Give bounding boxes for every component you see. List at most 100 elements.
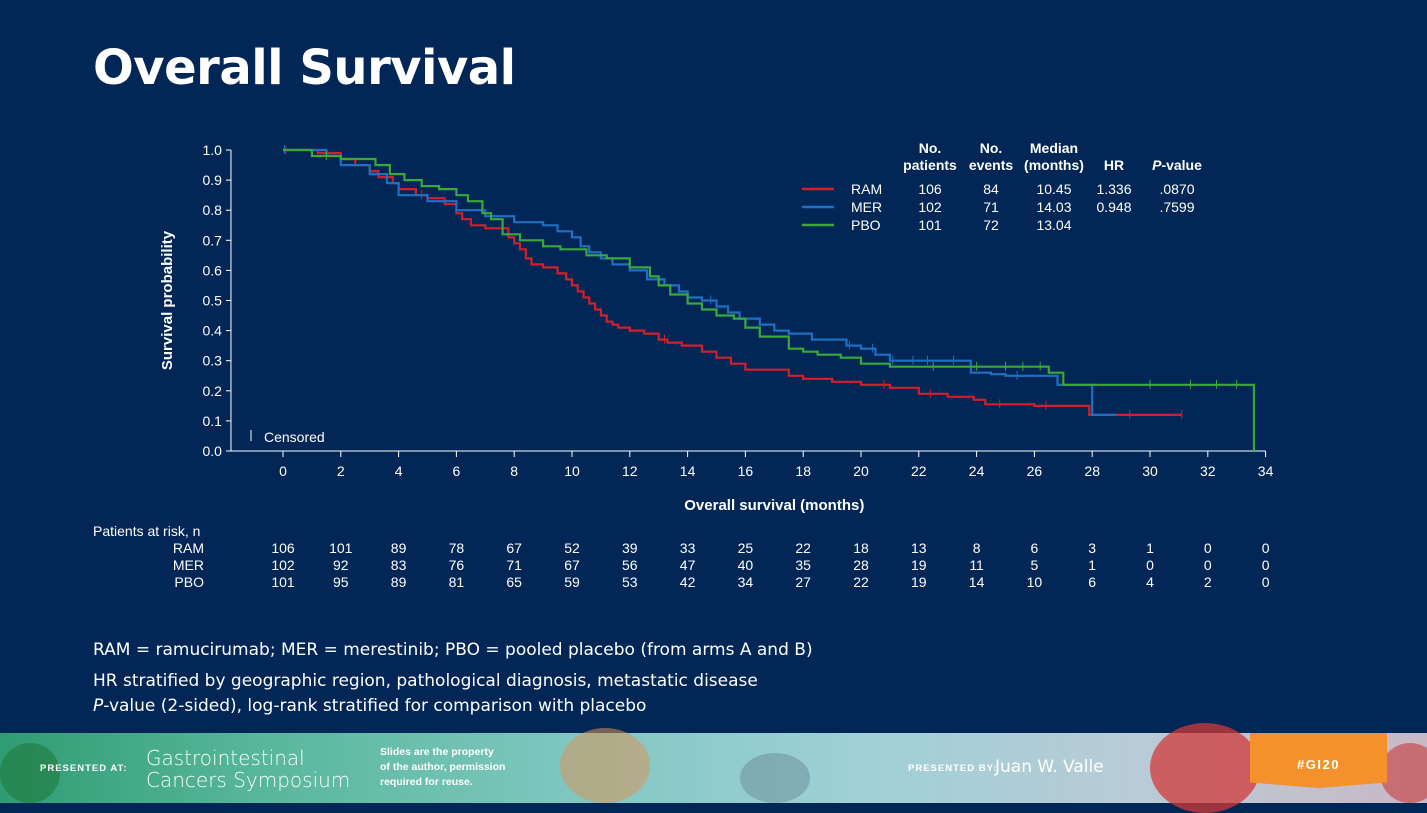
stats-median: 10.45 [1036, 181, 1071, 197]
y-tick-label: 1.0 [203, 142, 223, 158]
x-tick-label: 0 [279, 463, 287, 479]
risk-cell: 81 [448, 574, 465, 590]
stats-patients: 102 [918, 199, 942, 215]
kaplan-meier-chart: 0.00.10.20.30.40.50.60.70.80.91.00 2 4 6 8 10… [159, 140, 1274, 514]
risk-cell: 18 [853, 540, 869, 556]
stats-median: 14.03 [1036, 199, 1071, 215]
symposium-logo: Gastrointestinal Cancers Symposium [146, 746, 351, 792]
stats-pvalue: .7599 [1159, 199, 1194, 215]
risk-cell: 76 [448, 557, 465, 573]
risk-cell: 0 [1261, 540, 1270, 556]
hashtag-badge: #GI20 [1250, 733, 1387, 788]
x-tick-label: 14 [680, 463, 696, 479]
risk-cell: 42 [679, 574, 696, 590]
risk-cell: 19 [911, 574, 927, 590]
x-tick-label: 22 [911, 463, 927, 479]
risk-cell: 106 [271, 540, 295, 556]
risk-cell: 27 [795, 574, 811, 590]
y-tick-label: 0.2 [203, 383, 223, 399]
stats-header: (months) [1024, 157, 1084, 173]
x-tick-label: 28 [1084, 463, 1100, 479]
legend-label: RAM [851, 181, 882, 197]
risk-cell: 33 [679, 540, 696, 556]
censored-legend-label: Censored [264, 429, 325, 445]
stats-pvalue: .0870 [1159, 181, 1194, 197]
risk-cell: 0 [1261, 574, 1270, 590]
risk-cell: 52 [564, 540, 580, 556]
risk-cell: 6 [1030, 540, 1039, 556]
x-tick-label: 10 [564, 463, 580, 479]
risk-cell: 0 [1203, 557, 1212, 573]
risk-cell: 11 [969, 557, 984, 573]
x-tick-label: 20 [853, 463, 869, 479]
x-tick-label: 8 [510, 463, 518, 479]
risk-cell: 101 [329, 540, 353, 556]
y-tick-label: 0.4 [203, 323, 223, 339]
x-tick-label: 18 [795, 463, 811, 479]
risk-cell: 92 [333, 557, 349, 573]
risk-table-title: Patients at risk, n [93, 523, 201, 539]
y-tick-label: 0.5 [203, 293, 223, 309]
km-curve-pbo [283, 148, 1256, 451]
x-tick-label: 16 [738, 463, 754, 479]
risk-cell: 8 [972, 540, 981, 556]
x-axis-title: Overall survival (months) [684, 497, 864, 514]
footnote-hr: HR stratified by geographic region, path… [93, 671, 758, 691]
x-tick-label: 34 [1258, 463, 1274, 479]
stats-hr: 1.336 [1096, 181, 1131, 197]
risk-cell: 83 [390, 557, 407, 573]
risk-cell: 1 [1088, 557, 1097, 573]
risk-cell: 71 [506, 557, 522, 573]
risk-row-label: MER [172, 557, 204, 573]
risk-cell: 89 [390, 540, 407, 556]
presented-at-label: PRESENTED AT: [40, 763, 128, 774]
x-tick-label: 30 [1142, 463, 1158, 479]
y-tick-label: 0.8 [203, 202, 223, 218]
stats-header: patients [903, 157, 957, 173]
legend-label: PBO [851, 217, 881, 233]
risk-cell: 2 [1203, 574, 1212, 590]
risk-cell: 59 [564, 574, 580, 590]
stats-patients: 101 [918, 217, 942, 233]
x-tick-label: 2 [337, 463, 345, 479]
legend-label: MER [851, 199, 882, 215]
risk-cell: 10 [1026, 574, 1043, 590]
x-tick-label: 32 [1200, 463, 1216, 479]
risk-cell: 5 [1030, 557, 1039, 573]
property-notice: Slides are the property of the author, p… [380, 746, 506, 788]
stats-header: P-value [1152, 157, 1202, 173]
risk-cell: 78 [448, 540, 465, 556]
x-tick-label: 6 [453, 463, 461, 479]
risk-cell: 47 [679, 557, 696, 573]
risk-cell: 0 [1203, 540, 1212, 556]
risk-cell: 0 [1261, 557, 1270, 573]
y-tick-label: 0.7 [203, 232, 223, 248]
risk-cell: 53 [622, 574, 638, 590]
y-tick-label: 0.6 [203, 262, 223, 278]
presenter-name: Juan W. Valle [995, 757, 1104, 777]
risk-cell: 3 [1088, 540, 1097, 556]
risk-cell: 89 [390, 574, 407, 590]
stats-header: events [969, 157, 1014, 173]
stats-header: No. [980, 140, 1003, 156]
risk-cell: 0 [1146, 557, 1154, 573]
footer-banner: PRESENTED AT: Gastrointestinal Cancers S… [0, 723, 1427, 813]
risk-cell: 1 [1146, 540, 1154, 556]
stats-events: 84 [983, 181, 999, 197]
x-tick-label: 26 [1027, 463, 1043, 479]
y-axis-title: Survival probability [159, 230, 176, 370]
risk-cell: 4 [1146, 574, 1154, 590]
km-curve-mer [283, 148, 1116, 416]
x-tick-label: 24 [969, 463, 985, 479]
risk-cell: 22 [853, 574, 869, 590]
risk-cell: 102 [271, 557, 295, 573]
stats-median: 13.04 [1036, 217, 1071, 233]
risk-cell: 67 [564, 557, 580, 573]
risk-cell: 35 [795, 557, 811, 573]
risk-cell: 19 [911, 557, 927, 573]
risk-cell: 56 [622, 557, 638, 573]
y-tick-label: 0.1 [203, 413, 223, 429]
risk-cell: 65 [506, 574, 522, 590]
risk-row-label: RAM [172, 540, 204, 556]
risk-cell: 101 [271, 574, 295, 590]
